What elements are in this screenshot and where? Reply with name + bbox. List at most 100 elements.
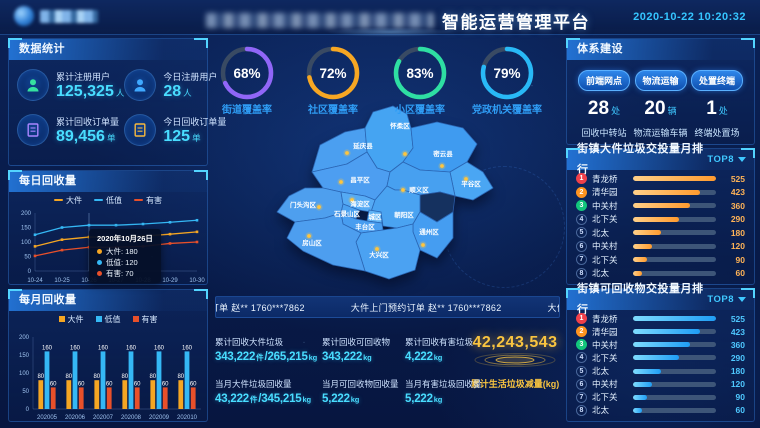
stat-value: 125,325 人 (56, 82, 125, 100)
rank-row[interactable]: 5 北太 180 (576, 227, 745, 239)
header-flare-decoration (300, 24, 480, 40)
page-title: 智能运营管理平台 (206, 8, 590, 33)
rank-row[interactable]: 5 北太 180 (576, 365, 745, 377)
gauge-label: 街道覆盖率 (222, 105, 272, 116)
y-tick: 50 (22, 389, 29, 395)
page-title-text: 智能运营管理平台 (442, 13, 590, 32)
system-value: 28 处 (587, 98, 621, 119)
bottom-stat-value: 5,222kg (322, 393, 360, 405)
gauge-ring (306, 46, 360, 100)
system-column-处置终端: 处置终端 1 处终端处置场 (690, 70, 744, 139)
panel-monthly-recovery-header: 每月回收量 (9, 290, 207, 311)
rank-bar-fill (633, 243, 652, 249)
marker (33, 233, 37, 237)
legend-item-有害[interactable]: 有害 (132, 314, 158, 325)
rank-row[interactable]: 4 北下关 290 (576, 213, 745, 225)
legend-label: 大件 (67, 314, 84, 324)
map-label-城区: 城区 (369, 212, 383, 221)
legend-item-有害[interactable]: 有害 (134, 195, 162, 206)
rank-row[interactable]: 2 清华园 423 (576, 186, 745, 198)
rank-row[interactable]: 3 中关村 360 (576, 339, 745, 351)
legend-label: 有害 (141, 314, 158, 324)
marker (195, 218, 199, 222)
gauge-社区覆盖率[interactable]: 72% (305, 45, 361, 101)
rank-bar-track (633, 189, 716, 195)
rank-row[interactable]: 3 中关村 360 (576, 200, 745, 212)
rank-badge: 8 (576, 404, 587, 416)
bar-有害 (190, 387, 196, 409)
header-bar: 智能运营管理平台 2020-10-22 10:20:32 (0, 0, 760, 40)
rank-row[interactable]: 8 北太 60 (576, 404, 745, 416)
top8-dropdown[interactable]: TOP8 (707, 149, 746, 170)
bottom-stat-unit: 件 (256, 353, 264, 362)
marker (33, 254, 37, 258)
marker (33, 245, 37, 248)
legend-swatch (132, 316, 139, 322)
rank-row[interactable]: 4 北下关 290 (576, 352, 745, 364)
legend-item-低值[interactable]: 低值 (95, 314, 121, 325)
legend-item-大件[interactable]: 大件 (58, 314, 84, 325)
legend-label: 有害 (146, 195, 162, 205)
map-label-朝阳区: 朝阳区 (394, 210, 414, 219)
gauge-党政机关覆盖率[interactable]: 79% (479, 45, 535, 101)
rank-row[interactable]: 2 清华园 423 (576, 326, 745, 338)
gauge-ring (220, 46, 274, 100)
tooltip-text: 大件: 180 (106, 247, 138, 256)
marker (60, 226, 64, 229)
bar-value-label: 80 (65, 374, 72, 380)
x-tick: 202006 (65, 415, 86, 421)
center-column: 68% 街道覆盖率 72% 社区覆盖率 83% 小区覆盖率 79% 党政机关覆盖率 (215, 38, 565, 424)
x-tick: 10-29 (162, 278, 178, 284)
top8-dropdown[interactable]: TOP8 (707, 289, 746, 310)
tab-物流运输[interactable]: 物流运输 (634, 70, 687, 91)
legend-item-低值[interactable]: 低值 (94, 195, 122, 206)
bar-value-label: 160 (70, 345, 81, 351)
daily-line-chart[interactable]: 05010015020010-2410-2510-2610-2710-2810-… (9, 205, 207, 290)
marker (141, 222, 145, 226)
bar-value-label: 80 (149, 374, 156, 380)
bottom-stat-label: 累计回收大件垃圾 (215, 337, 284, 347)
rank-value: 290 (730, 214, 745, 225)
rank-badge: 6 (576, 240, 587, 252)
right-column: 体系建设 前端网点 28 处回收中转站 物流运输 20 辆物流运输车辆 处置终端 1 处终端处置… (566, 38, 755, 424)
panel-title: 每日回收量 (19, 175, 77, 187)
rank-row[interactable]: 7 北下关 90 (576, 254, 745, 266)
district-fangshan[interactable] (286, 212, 366, 272)
rank-name: 北下关 (592, 254, 618, 265)
gauge-label: 小区覆盖率 (395, 105, 445, 116)
bar-value-label: 160 (98, 345, 109, 351)
gauge-小区覆盖率[interactable]: 83% (392, 45, 448, 101)
rank-row[interactable]: 8 北太 60 (576, 267, 745, 279)
rank-row[interactable]: 1 青龙桥 525 (576, 173, 745, 185)
bar-value-label: 60 (162, 381, 169, 387)
gauge-value: 79% (493, 65, 521, 81)
monthly-bar-chart[interactable]: 0 50 100 150 200 202005 80 160 60 202006 80 160 60 20… (9, 324, 207, 427)
legend-item-大件[interactable]: 大件 (54, 195, 82, 206)
rank-row[interactable]: 6 中关村 120 (576, 240, 745, 252)
rank-bar-track (633, 407, 716, 413)
y-tick: 0 (26, 407, 30, 413)
bottom-stat-value: 5,222kg (405, 393, 443, 405)
bottom-stat-unit: kg (350, 395, 360, 404)
gauge-街道覆盖率[interactable]: 68% (219, 45, 275, 101)
rank-bar-fill (633, 189, 700, 195)
bar-大件 (178, 380, 184, 409)
marker (195, 240, 199, 244)
rank-name: 中关村 (592, 379, 618, 390)
rank-row[interactable]: 1 青龙桥 525 (576, 313, 745, 325)
tab-前端网点[interactable]: 前端网点 (578, 70, 630, 91)
system-label: 物流运输车辆 (633, 128, 688, 138)
legend-swatch (134, 199, 143, 201)
rank-badge: 4 (576, 352, 587, 364)
legend-swatch (95, 316, 102, 322)
tab-处置终端[interactable]: 处置终端 (691, 70, 743, 91)
rank-name: 北下关 (592, 352, 618, 363)
rank-row[interactable]: 6 中关村 120 (576, 378, 745, 390)
rank-row[interactable]: 7 北下关 90 (576, 391, 745, 403)
order-ticker[interactable]: 大件上门预约订单 赵** 1760***7862 大件上门预约订单 赵** 176… (215, 296, 560, 318)
rank-name: 清华园 (592, 326, 618, 337)
